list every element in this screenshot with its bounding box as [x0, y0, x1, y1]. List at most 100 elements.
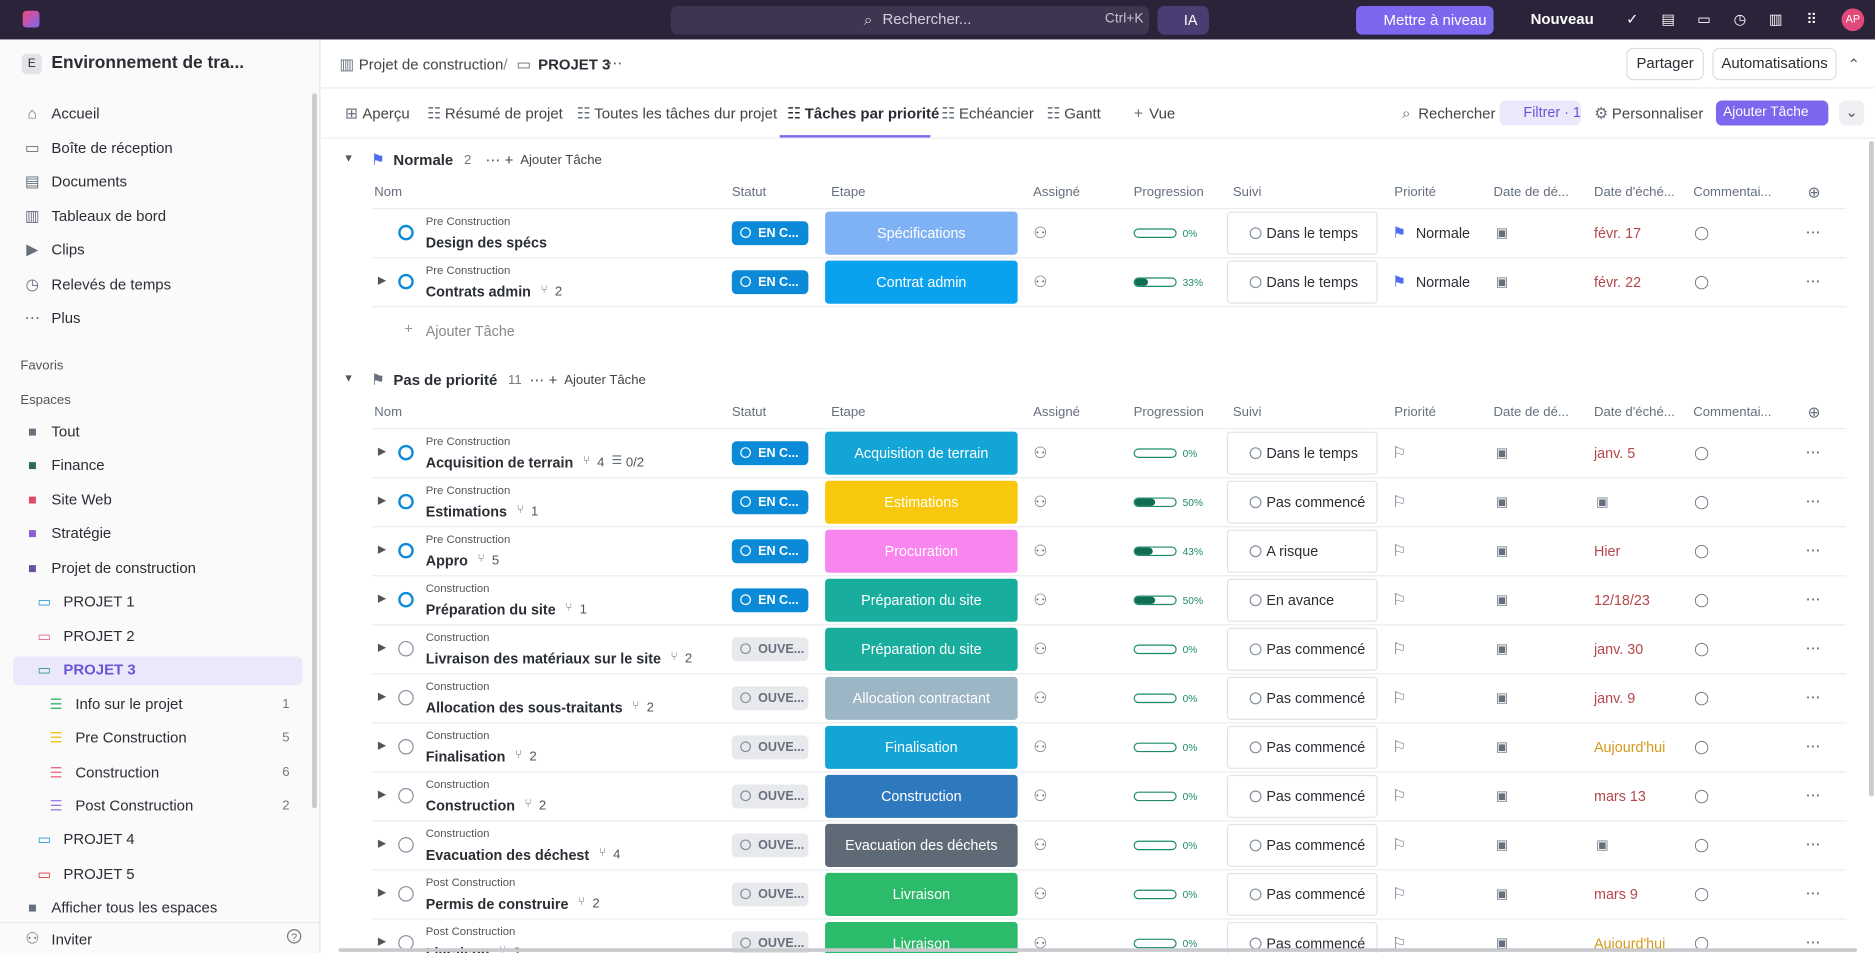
expand[interactable]: ▶: [377, 738, 387, 751]
status-dot[interactable]: [398, 886, 414, 902]
expand[interactable]: ▶: [377, 837, 387, 850]
sidebar-item[interactable]: Afficher tous les espaces: [51, 899, 218, 917]
row-more[interactable]: ⋯: [1805, 639, 1821, 657]
avatar[interactable]: AP: [1841, 8, 1865, 32]
stage[interactable]: Allocation contractant: [825, 676, 1018, 720]
group-caret[interactable]: ▼: [343, 371, 354, 384]
breadcrumb[interactable]: Projet de construction: [358, 56, 504, 73]
row-more[interactable]: ⋯: [1805, 688, 1821, 706]
status-pill[interactable]: OUVE...: [731, 833, 809, 858]
nav-item[interactable]: Tableaux de bord: [51, 207, 167, 225]
automations-button[interactable]: Automatisations: [1712, 47, 1837, 81]
row-more[interactable]: ⋯: [1805, 835, 1821, 853]
nav-item[interactable]: Accueil: [51, 105, 100, 122]
task-name[interactable]: Livraison des matériaux sur le site: [425, 650, 661, 668]
status-pill[interactable]: EN C...: [731, 441, 809, 466]
task-name[interactable]: Préparation du site: [425, 601, 556, 619]
status-pill[interactable]: EN C...: [731, 588, 809, 613]
row-more[interactable]: ⋯: [1805, 786, 1821, 804]
collapse-button[interactable]: ⌄: [1839, 100, 1865, 126]
row-more[interactable]: ⋯: [1805, 223, 1821, 241]
sidebar-item[interactable]: PROJET 2: [63, 627, 135, 645]
group-add[interactable]: Ajouter Tâche: [564, 373, 646, 388]
sidebar-item[interactable]: PROJET 1: [63, 593, 135, 611]
group-add[interactable]: Ajouter Tâche: [520, 153, 602, 168]
task-name[interactable]: Appro: [425, 552, 468, 570]
status-pill[interactable]: EN C...: [731, 270, 809, 295]
expand[interactable]: ▶: [377, 886, 387, 899]
tracking-box[interactable]: [1226, 431, 1378, 475]
status-dot[interactable]: [398, 542, 414, 559]
expand[interactable]: ▶: [377, 591, 387, 604]
row-more[interactable]: ⋯: [1805, 272, 1821, 290]
status-pill[interactable]: EN C...: [731, 221, 809, 246]
stage[interactable]: Préparation du site: [825, 578, 1018, 622]
sidebar-item[interactable]: Site Web: [51, 491, 112, 509]
status-dot[interactable]: [398, 738, 414, 755]
stage[interactable]: Préparation du site: [825, 627, 1018, 671]
sidebar-item[interactable]: Finance: [51, 457, 105, 475]
row-more[interactable]: ⋯: [1805, 884, 1821, 902]
tracking-box[interactable]: [1226, 578, 1378, 622]
expand[interactable]: ▶: [377, 788, 387, 800]
status-dot[interactable]: [398, 444, 414, 461]
sidebar-item[interactable]: PROJET 3: [63, 661, 136, 679]
filter-button[interactable]: Filtrer · 1: [1499, 100, 1581, 126]
logo[interactable]: [22, 10, 40, 28]
status-dot[interactable]: [398, 689, 414, 706]
tab[interactable]: Aperçu: [362, 105, 410, 122]
customize[interactable]: Personnaliser: [1611, 105, 1704, 122]
tracking-box[interactable]: [1226, 676, 1378, 720]
stage[interactable]: Finalisation: [825, 725, 1018, 769]
breadcrumb[interactable]: PROJET 3: [538, 56, 611, 73]
task-name[interactable]: Evacuation des déchest: [425, 846, 590, 864]
tab[interactable]: Résumé de projet: [444, 105, 563, 122]
ai-button[interactable]: IA: [1157, 5, 1209, 35]
favorites[interactable]: Favoris: [20, 358, 64, 374]
tracking-box[interactable]: [1226, 211, 1378, 255]
tab[interactable]: Vue: [1149, 105, 1176, 122]
share-button[interactable]: Partager: [1626, 47, 1705, 81]
expand[interactable]: ▶: [377, 444, 387, 457]
status-pill[interactable]: OUVE...: [731, 735, 809, 760]
nav-item[interactable]: Clips: [51, 241, 85, 259]
group-caret[interactable]: ▼: [343, 151, 354, 164]
nav-item[interactable]: Documents: [51, 173, 128, 191]
task-name[interactable]: Construction: [425, 797, 515, 815]
task-name[interactable]: Contrats admin: [425, 283, 531, 301]
status-pill[interactable]: OUVE...: [731, 882, 809, 907]
status-dot[interactable]: [398, 640, 414, 657]
status-dot[interactable]: [398, 273, 414, 290]
sidebar-item[interactable]: Pre Construction: [75, 729, 187, 747]
stage[interactable]: Livraison: [825, 921, 1018, 953]
stage[interactable]: Estimations: [825, 480, 1018, 524]
tracking-box[interactable]: [1226, 260, 1378, 304]
row-more[interactable]: ⋯: [1805, 590, 1821, 608]
task-name[interactable]: Design des spécs: [425, 234, 547, 252]
status-pill[interactable]: EN C...: [731, 490, 809, 515]
task-name[interactable]: Estimations: [425, 503, 508, 521]
status-dot[interactable]: [398, 493, 414, 510]
sidebar-item[interactable]: Projet de construction: [51, 559, 196, 577]
search-box[interactable]: [670, 5, 1150, 35]
add-task-button[interactable]: Ajouter Tâche: [1715, 100, 1829, 126]
status-pill[interactable]: OUVE...: [731, 637, 809, 662]
status-dot[interactable]: [398, 591, 414, 608]
expand[interactable]: ▶: [377, 273, 387, 286]
row-more[interactable]: ⋯: [1805, 737, 1821, 755]
sidebar-item[interactable]: PROJET 5: [63, 865, 135, 883]
stage[interactable]: Livraison: [825, 872, 1018, 916]
tracking-box[interactable]: [1226, 823, 1378, 867]
tracking-box[interactable]: [1226, 872, 1378, 916]
expand[interactable]: ▶: [377, 689, 387, 702]
nav-item[interactable]: Plus: [51, 309, 81, 327]
stage[interactable]: Evacuation des déchets: [825, 823, 1018, 867]
status-dot[interactable]: [398, 224, 414, 241]
invite[interactable]: Inviter: [51, 931, 93, 949]
tracking-box[interactable]: [1226, 774, 1378, 818]
expand[interactable]: ▶: [377, 542, 387, 555]
expand[interactable]: ▶: [377, 493, 387, 506]
stage[interactable]: Spécifications: [825, 211, 1018, 255]
expand[interactable]: ▶: [377, 935, 387, 948]
stage[interactable]: Contrat admin: [825, 260, 1018, 304]
